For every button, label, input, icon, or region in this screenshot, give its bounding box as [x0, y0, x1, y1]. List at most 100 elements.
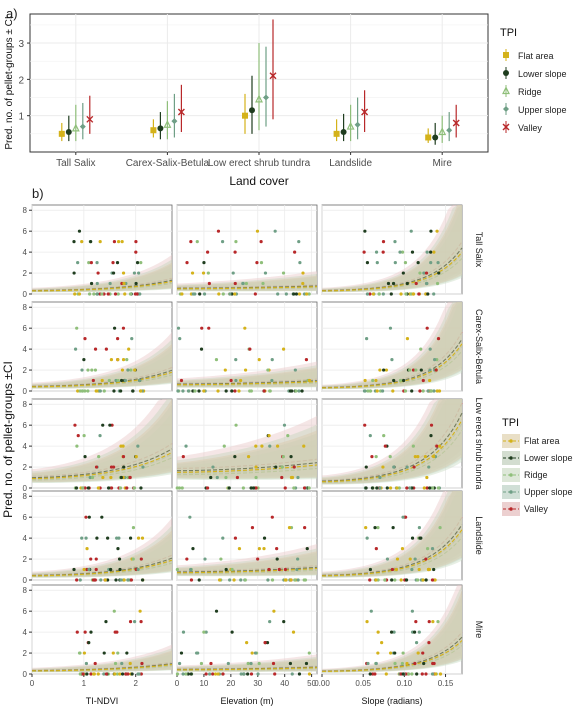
panel-a-point	[438, 127, 447, 136]
facet-curve	[31, 277, 173, 291]
panel-a-point	[446, 127, 453, 134]
facet-observation	[302, 486, 307, 490]
facet-observation	[256, 672, 260, 676]
facet-ci-band	[322, 590, 462, 673]
facet-observation	[416, 454, 420, 459]
facet-observation	[133, 368, 137, 372]
facet-observation	[116, 378, 120, 383]
facet-observation	[289, 454, 293, 459]
facet-observation	[217, 292, 221, 296]
facet-observation	[263, 271, 268, 275]
facet-ytick-label: 8	[23, 400, 28, 409]
facet-observation	[83, 389, 87, 393]
facet-observation	[253, 651, 258, 655]
facet-observation	[254, 444, 258, 448]
facet-observation	[391, 389, 395, 393]
facet-observation	[73, 347, 78, 351]
facet-observation	[108, 281, 112, 286]
facet-ytick-label: 4	[23, 628, 28, 637]
facet-observation	[205, 486, 210, 490]
facet-ci-band	[32, 399, 172, 483]
facet-observation	[398, 250, 402, 254]
facet-curve	[321, 331, 463, 388]
facet-curve	[321, 423, 463, 483]
facet-observation	[307, 486, 311, 490]
facet-observation	[368, 389, 373, 393]
facet-observation	[403, 260, 408, 265]
facet-curve	[176, 566, 318, 573]
facet-observation	[365, 292, 370, 296]
facet-observation	[364, 526, 368, 530]
panel-a-point	[432, 134, 439, 141]
facet-curve	[31, 371, 173, 388]
facet-ytick-label: 4	[23, 345, 28, 354]
facet-observation	[74, 486, 79, 490]
facet-observation	[398, 378, 403, 383]
facet-observation	[296, 578, 300, 582]
facet-xtick-label: 0.10	[397, 679, 413, 688]
facet-observation	[422, 271, 426, 275]
facet-ci-band	[322, 302, 462, 389]
facet-observation	[219, 557, 223, 561]
facet-strip-label: Carex-Salix-Betula	[474, 309, 484, 384]
facet-observation	[433, 357, 437, 362]
panel-a-point	[177, 108, 185, 116]
facet-observation	[230, 630, 234, 634]
facet-ci-band	[322, 491, 462, 578]
facet-observation	[295, 567, 299, 572]
facet-strip-label: Tall Salix	[474, 232, 484, 268]
facet-observation	[435, 229, 439, 233]
facet-observation	[438, 444, 442, 448]
facet-observation	[112, 389, 116, 393]
facet-observation	[266, 368, 270, 372]
facet-observation	[265, 640, 270, 645]
facet-observation	[95, 536, 99, 540]
facet-ci-band	[322, 491, 462, 577]
facet-observation	[280, 475, 284, 480]
facet-observation	[72, 271, 76, 275]
facet-observation	[96, 486, 100, 490]
facet-curve	[176, 665, 318, 670]
facet-observation	[429, 250, 433, 254]
facet-observation	[373, 526, 377, 530]
facet-ytick-label: 0	[23, 484, 28, 493]
facet-observation	[109, 475, 113, 480]
facet-observation	[275, 557, 279, 561]
facet-observation	[196, 651, 200, 655]
facet-observation	[282, 423, 287, 427]
facet-ci-band	[177, 439, 317, 481]
facet-observation	[397, 486, 401, 490]
facet-observation	[253, 292, 257, 296]
facet-observation	[302, 444, 306, 448]
facet-xtick-label: 20	[226, 679, 235, 688]
facet-observation	[254, 486, 258, 490]
facet-observation	[307, 292, 311, 296]
facet-observation	[273, 672, 277, 676]
facet-observation	[417, 526, 421, 530]
facet-observation	[206, 250, 210, 254]
facet-observation	[239, 672, 243, 676]
facet-observation	[221, 536, 225, 540]
facet-observation	[430, 546, 435, 551]
facet-observation	[405, 486, 409, 490]
facet-observation	[380, 389, 385, 393]
facet-observation	[255, 229, 260, 233]
facet-observation	[125, 357, 129, 362]
facet-curve	[31, 661, 173, 671]
facet-observation	[365, 260, 370, 265]
facet-observation	[84, 536, 88, 540]
facet-observation	[249, 672, 254, 676]
facet-ytick-label: 6	[23, 607, 28, 616]
facet-xlabel: TI-NDVI	[86, 696, 119, 706]
facet-observation	[75, 444, 79, 448]
facet-observation	[408, 486, 412, 490]
facet-observation	[428, 486, 432, 490]
facet-observation	[287, 526, 292, 530]
facet-observation	[116, 292, 120, 296]
panel-a-point	[354, 121, 361, 128]
facet-observation	[78, 389, 82, 393]
facet-observation	[268, 620, 272, 624]
facet-curve	[321, 419, 463, 483]
facet-observation	[427, 465, 431, 469]
facet-observation	[206, 271, 210, 275]
